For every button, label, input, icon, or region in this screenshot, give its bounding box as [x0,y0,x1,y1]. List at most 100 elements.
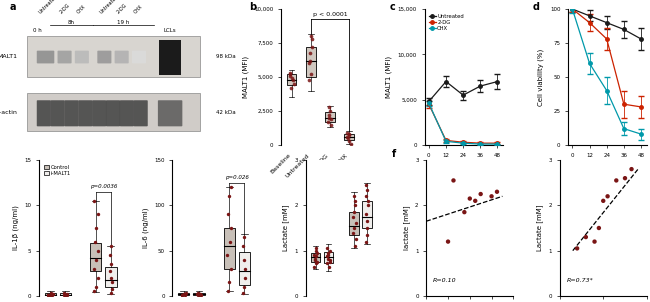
Point [322,254,332,259]
Point [91,257,101,262]
Text: p=0.026: p=0.026 [225,175,249,180]
Bar [306,47,315,77]
Bar [311,253,320,262]
Y-axis label: MALT1 (MFI): MALT1 (MFI) [242,56,248,98]
Point [105,275,116,280]
Bar [178,293,189,295]
Point [92,275,103,280]
Point [91,226,101,230]
Point [324,115,335,120]
FancyBboxPatch shape [92,100,106,126]
FancyBboxPatch shape [37,100,51,126]
Bar [344,134,354,140]
X-axis label: H: H [462,163,467,169]
Text: b: b [250,2,257,12]
Point [193,291,203,296]
Point [240,266,250,271]
Text: Untreated: Untreated [38,0,58,14]
FancyBboxPatch shape [158,100,183,126]
Point [350,198,360,203]
Point [363,203,374,208]
Point [46,292,57,297]
Bar [239,252,250,285]
Point [286,85,296,90]
Point [44,293,54,298]
Point [361,182,371,187]
Point [310,246,320,251]
Point [224,194,235,199]
Legend: Untreated, 2-DG, CHX: Untreated, 2-DG, CHX [427,12,466,33]
Text: R=0.73*: R=0.73* [567,278,593,283]
Point [307,45,318,50]
Point [224,239,235,244]
Point [593,226,604,230]
Text: LCLs: LCLs [164,28,176,33]
Point [92,248,103,253]
FancyBboxPatch shape [98,51,111,63]
Point [344,133,354,138]
Point [321,261,332,266]
Point [603,194,613,199]
Point [178,292,188,297]
Bar [27,36,200,77]
Point [344,132,354,137]
Point [179,292,189,297]
Y-axis label: Lactate [mM]: Lactate [mM] [536,205,543,251]
Point [179,291,189,296]
Point [238,244,248,249]
Text: 0 h: 0 h [33,28,42,33]
Point [306,34,316,39]
Point [59,293,70,297]
Point [342,130,352,135]
Point [43,292,53,297]
Point [196,292,206,297]
Point [310,256,320,261]
Y-axis label: lactate [mM]: lactate [mM] [403,206,410,250]
Point [350,203,360,208]
Point [304,77,314,82]
Bar [287,74,296,85]
Point [89,198,99,203]
Bar [349,212,359,235]
Point [580,235,591,239]
Point [223,212,233,217]
Point [46,292,57,297]
Point [343,136,354,141]
Point [598,198,608,203]
Point [181,291,191,296]
Text: c: c [389,2,395,12]
Point [89,289,99,294]
Point [349,194,359,199]
Text: β-actin: β-actin [0,110,18,115]
Point [195,291,205,296]
Point [304,58,315,63]
X-axis label: Time (h): Time (h) [593,163,622,170]
Bar [362,201,372,228]
Point [443,239,453,244]
Bar [224,228,235,269]
Point [362,187,372,192]
Point [311,259,322,265]
Point [627,167,637,172]
Point [88,266,99,271]
FancyBboxPatch shape [134,100,148,126]
Text: MALT1: MALT1 [0,54,18,59]
Bar [193,293,205,295]
Point [177,292,187,297]
Text: Untreated: Untreated [98,0,120,14]
Point [361,219,372,223]
Point [177,293,187,297]
Text: a: a [10,2,16,12]
Point [311,248,321,253]
Bar [105,267,116,287]
FancyBboxPatch shape [51,100,65,126]
Point [60,291,70,296]
Point [194,292,205,297]
Point [492,189,502,194]
Point [459,210,469,214]
Point [361,226,372,230]
Point [324,259,335,265]
Point [106,262,116,267]
Y-axis label: Lactate [mM]: Lactate [mM] [283,205,289,251]
Point [346,141,357,146]
